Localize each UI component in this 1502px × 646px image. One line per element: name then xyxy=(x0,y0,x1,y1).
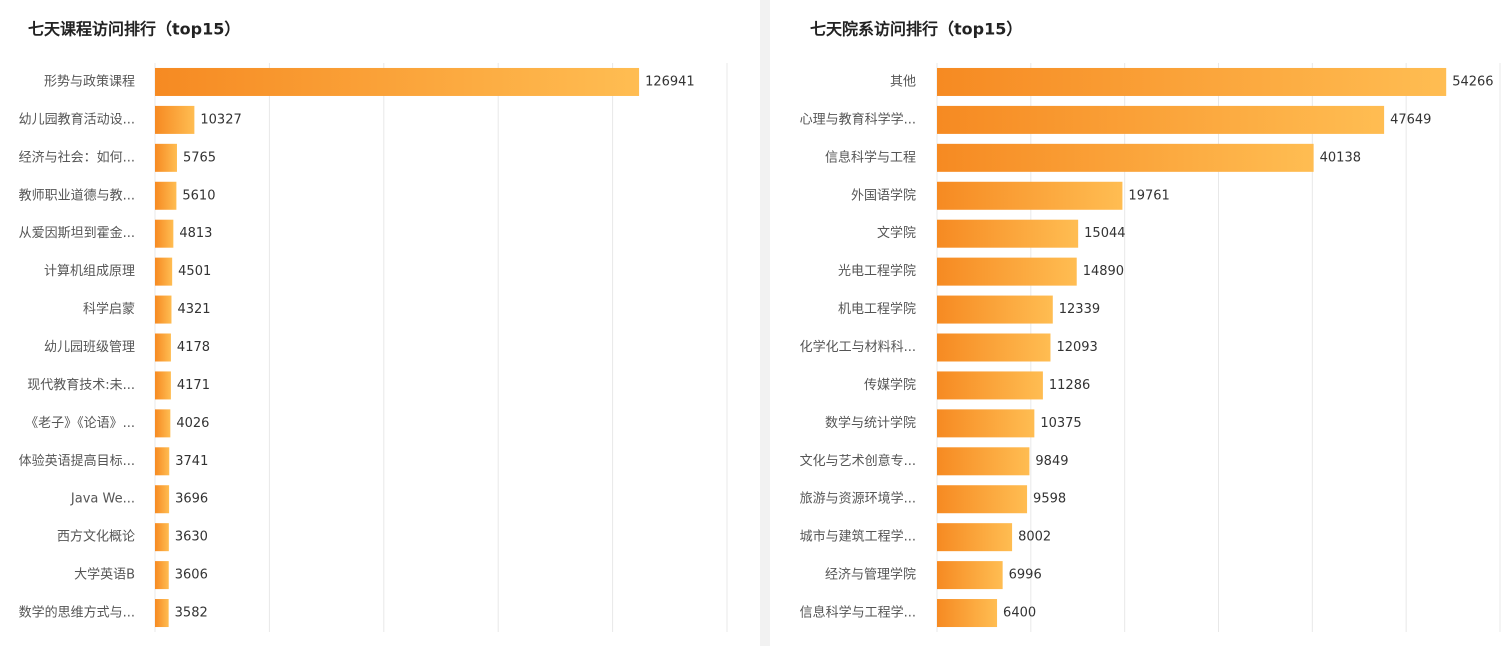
y-tick-label: 化学化工与材料科... xyxy=(800,339,916,355)
bar xyxy=(155,371,171,400)
data-label: 4321 xyxy=(177,302,210,317)
data-label: 3741 xyxy=(175,454,208,469)
bar xyxy=(937,333,1051,362)
bar xyxy=(155,561,169,590)
bar xyxy=(155,485,170,514)
y-tick-label: 计算机组成原理 xyxy=(44,264,135,279)
data-label: 5610 xyxy=(182,188,215,203)
y-tick-label: 数学的思维方式与... xyxy=(19,605,135,621)
y-tick-label: 经济与社会：如何... xyxy=(19,149,135,165)
y-tick-label: 现代教育技术:未... xyxy=(27,377,135,393)
data-label: 11286 xyxy=(1049,378,1090,393)
data-label: 3606 xyxy=(175,568,208,583)
bar xyxy=(937,523,1013,552)
y-tick-label: 教师职业道德与教... xyxy=(19,187,135,203)
y-tick-label: 其他 xyxy=(890,74,916,89)
data-label: 4171 xyxy=(177,378,210,393)
data-label: 10375 xyxy=(1040,416,1081,431)
bar xyxy=(155,333,171,362)
data-label: 4813 xyxy=(179,226,212,241)
data-label: 3582 xyxy=(175,606,208,621)
y-tick-label: 大学英语B xyxy=(74,567,135,583)
bar xyxy=(937,143,1314,172)
data-label: 9598 xyxy=(1033,492,1066,507)
data-label: 4178 xyxy=(177,340,210,355)
bar xyxy=(937,257,1077,286)
y-tick-label: 西方文化概论 xyxy=(57,529,135,545)
y-tick-label: 文学院 xyxy=(877,225,916,241)
y-tick-label: 体验英语提高目标... xyxy=(19,453,135,469)
y-tick-label: 数学与统计学院 xyxy=(825,415,916,431)
chart-title: 七天课程访问排行（top15） xyxy=(28,20,240,39)
bar xyxy=(155,181,177,210)
bar xyxy=(937,599,998,628)
data-label: 40138 xyxy=(1320,150,1361,165)
data-label: 6996 xyxy=(1009,568,1042,583)
data-label: 3630 xyxy=(175,530,208,545)
data-label: 4501 xyxy=(178,264,211,279)
data-label: 9849 xyxy=(1035,454,1068,469)
y-tick-label: 旅游与资源环境学... xyxy=(800,491,916,507)
bar xyxy=(155,67,640,96)
data-label: 4026 xyxy=(176,416,209,431)
bar xyxy=(155,143,177,172)
y-tick-label: 幼儿园班级管理 xyxy=(44,340,135,355)
data-label: 12093 xyxy=(1056,340,1097,355)
bar xyxy=(155,409,171,438)
data-label: 15044 xyxy=(1084,226,1125,241)
y-tick-label: 《老子》《论语》... xyxy=(25,416,135,431)
data-label: 3696 xyxy=(175,492,208,507)
chart-title: 七天院系访问排行（top15） xyxy=(810,20,1022,39)
bar xyxy=(937,295,1053,324)
data-label: 5765 xyxy=(183,150,216,165)
y-tick-label: 形势与政策课程 xyxy=(44,73,135,89)
bar xyxy=(155,295,172,324)
bar xyxy=(937,219,1079,248)
y-tick-label: 城市与建筑工程学... xyxy=(800,529,916,545)
bar xyxy=(937,371,1043,400)
data-label: 12339 xyxy=(1059,302,1100,317)
y-tick-label: 信息科学与工程学... xyxy=(800,605,916,621)
y-tick-label: 机电工程学院 xyxy=(838,301,916,317)
bar xyxy=(937,409,1035,438)
bar xyxy=(155,219,174,248)
bar xyxy=(937,485,1028,514)
data-label: 8002 xyxy=(1018,530,1051,545)
divider xyxy=(760,0,770,646)
bar xyxy=(155,523,169,552)
bar xyxy=(937,181,1123,210)
data-label: 10327 xyxy=(200,112,241,127)
bar xyxy=(155,447,170,476)
bar xyxy=(937,447,1030,476)
bar xyxy=(937,105,1385,134)
data-label: 14890 xyxy=(1083,264,1124,279)
data-label: 126941 xyxy=(645,74,695,89)
y-tick-label: 文化与艺术创意专... xyxy=(800,453,916,469)
data-label: 6400 xyxy=(1003,606,1036,621)
y-tick-label: 幼儿园教育活动设... xyxy=(19,111,135,127)
bar xyxy=(937,67,1447,96)
y-tick-label: 信息科学与工程 xyxy=(825,149,916,165)
y-tick-label: 外国语学院 xyxy=(851,187,916,203)
data-label: 54266 xyxy=(1452,74,1493,89)
y-tick-label: 心理与教育科学学... xyxy=(800,111,916,127)
y-tick-label: 科学启蒙 xyxy=(83,301,135,317)
bar xyxy=(155,257,173,286)
y-tick-label: 传媒学院 xyxy=(864,377,916,393)
y-tick-label: 光电工程学院 xyxy=(838,263,916,279)
y-tick-label: 从爱因斯坦到霍金... xyxy=(19,225,135,241)
bar xyxy=(937,561,1003,590)
bar xyxy=(155,105,195,134)
data-label: 47649 xyxy=(1390,112,1431,127)
y-tick-label: Java We... xyxy=(70,492,135,507)
bar xyxy=(155,599,169,628)
data-label: 19761 xyxy=(1128,188,1169,203)
y-tick-label: 经济与管理学院 xyxy=(825,567,916,583)
